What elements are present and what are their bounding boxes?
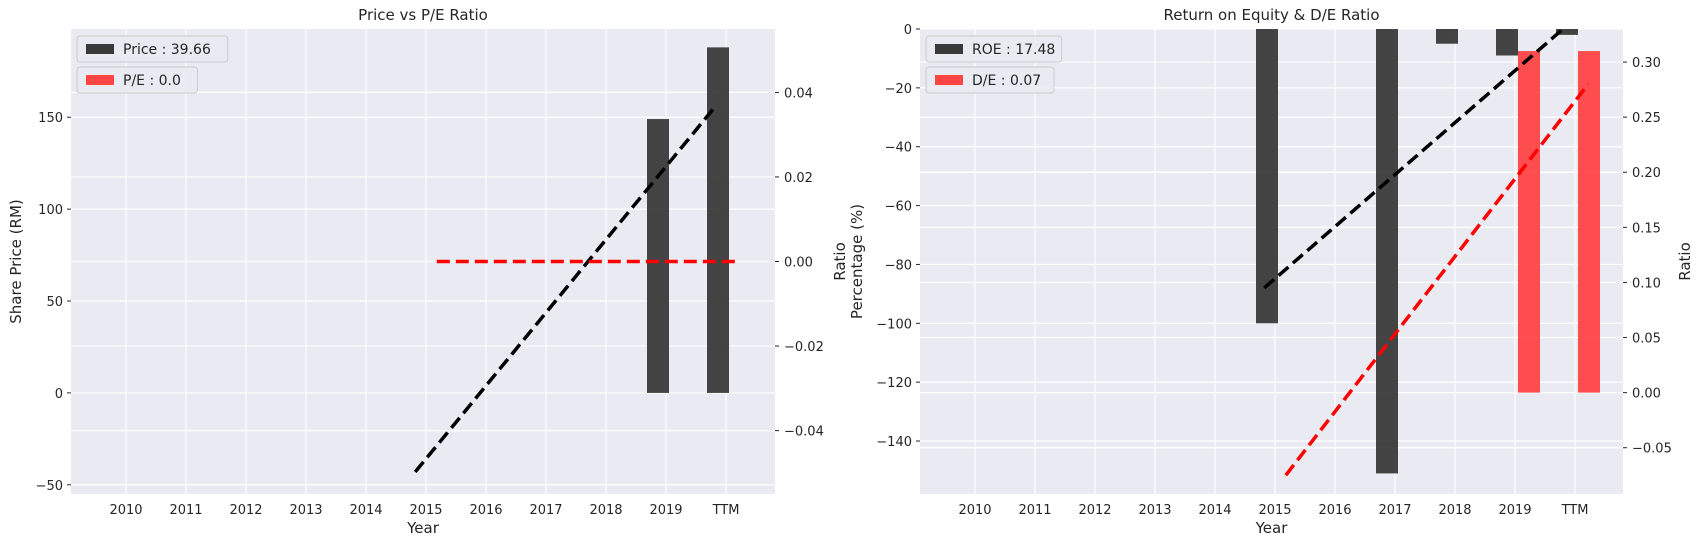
legend-item: P/E : 0.0: [76, 66, 198, 94]
y2-tick-label: −0.05: [1632, 442, 1672, 457]
y-tick-label: 0: [55, 387, 63, 402]
x-tick-label: TTM: [1561, 503, 1589, 518]
y2-tick-label: 0.05: [1632, 332, 1661, 347]
legend-frame: [925, 66, 1055, 94]
y-axis-label: Share Price (RM): [7, 199, 25, 323]
x-tick-label: 2010: [958, 503, 991, 518]
x-tick-label: 2017: [1378, 503, 1411, 518]
bar-price-2019: [647, 119, 669, 393]
y-tick-label: −60: [885, 200, 912, 215]
y2-tick-label: 0.00: [1632, 387, 1661, 402]
legend-label: ROE : 17.48: [972, 42, 1055, 58]
trend-line-1: [413, 106, 716, 474]
legend-frame: [925, 35, 1063, 63]
y-tick-label: 100: [38, 203, 63, 218]
legend-frame: [76, 66, 198, 94]
legend-label: P/E : 0.0: [123, 73, 181, 89]
legend-label: D/E : 0.07: [972, 73, 1041, 89]
x-tick-label: 2010: [109, 503, 142, 518]
x-tick-label: 2016: [469, 503, 502, 518]
x-tick-label: 2017: [529, 503, 562, 518]
x-tick-label: 2011: [1018, 503, 1051, 518]
x-tick-label: 2014: [1198, 503, 1231, 518]
y2-tick-label: 0.02: [784, 171, 813, 186]
y-tick-label: 50: [46, 295, 63, 310]
legend-swatch: [86, 75, 114, 85]
bar-roe-2018: [1436, 29, 1458, 44]
chart-title: Return on Equity & D/E Ratio: [1163, 6, 1379, 24]
y2-axis-label: Ratio: [1676, 242, 1694, 281]
y-tick-label: −50: [36, 479, 63, 494]
bar-roe-2019: [1496, 29, 1518, 56]
x-tick-label: 2013: [289, 503, 322, 518]
y2-tick-label: 0.04: [784, 86, 813, 101]
y-tick-label: −140: [876, 435, 912, 450]
bar-roe-2015: [1256, 29, 1278, 324]
x-tick-label: 2012: [229, 503, 262, 518]
y2-tick-label: −0.02: [784, 340, 824, 355]
x-tick-label: 2016: [1318, 503, 1351, 518]
trend-line-1: [1263, 27, 1565, 290]
y2-tick-label: 0.20: [1632, 166, 1661, 181]
bar-price-ttm: [707, 47, 729, 393]
legend-swatch: [86, 44, 114, 54]
y2-axis-label: Ratio: [831, 242, 849, 281]
y2-tick-label: 0.30: [1632, 56, 1661, 71]
y-tick-label: −20: [885, 82, 912, 97]
y2-tick-label: 0.00: [784, 256, 813, 271]
chart-panel-2: 2010 2011 2012 2013 2014 2015 2016 2017 2018 2019…: [848, 6, 1694, 537]
legend-item: D/E : 0.07: [925, 66, 1055, 94]
y2-tick-label: 0.25: [1632, 111, 1661, 126]
x-tick-label: 2015: [409, 503, 442, 518]
x-tick-label: 2019: [1498, 503, 1531, 518]
y-tick-label: −120: [876, 376, 912, 391]
bar-roe-ttm: [1556, 29, 1578, 35]
x-axis-label: Year: [406, 519, 440, 537]
y-tick-label: 0: [904, 23, 912, 38]
y-tick-label: 150: [38, 111, 63, 126]
x-tick-label: 2012: [1078, 503, 1111, 518]
x-tick-label: TTM: [712, 503, 740, 518]
x-tick-label: 2013: [1138, 503, 1171, 518]
legend-item: ROE : 17.48: [925, 35, 1063, 63]
x-tick-label: 2015: [1258, 503, 1291, 518]
trend-line-2: [1284, 83, 1590, 477]
y2-tick-label: −0.04: [784, 425, 824, 440]
y-axis-label: Percentage (%): [848, 204, 866, 319]
y-tick-label: −40: [885, 141, 912, 156]
legend-item: Price : 39.66: [76, 35, 229, 63]
y-tick-label: −100: [876, 317, 912, 332]
legend-frame: [76, 35, 229, 63]
chart-panel-1: 2010 2011 2012 2013 2014 2015 2016 2017 2018 2019…: [7, 6, 849, 537]
x-tick-label: 2018: [1438, 503, 1471, 518]
legend-swatch: [935, 75, 963, 85]
x-tick-label: 2011: [169, 503, 202, 518]
y2-tick-label: 0.10: [1632, 276, 1661, 291]
x-axis-label: Year: [1255, 519, 1289, 537]
bar-roe-2017: [1376, 29, 1398, 474]
legend-label: Price : 39.66: [123, 42, 211, 58]
x-tick-label: 2019: [649, 503, 682, 518]
x-tick-label: 2014: [349, 503, 382, 518]
bar-d-e-ttm: [1578, 51, 1600, 393]
bar-d-e-2019: [1518, 51, 1540, 393]
legend-swatch: [935, 44, 963, 54]
x-tick-label: 2018: [589, 503, 622, 518]
y-tick-label: −80: [885, 258, 912, 273]
y2-tick-label: 0.15: [1632, 221, 1661, 236]
chart-title: Price vs P/E Ratio: [358, 6, 488, 24]
